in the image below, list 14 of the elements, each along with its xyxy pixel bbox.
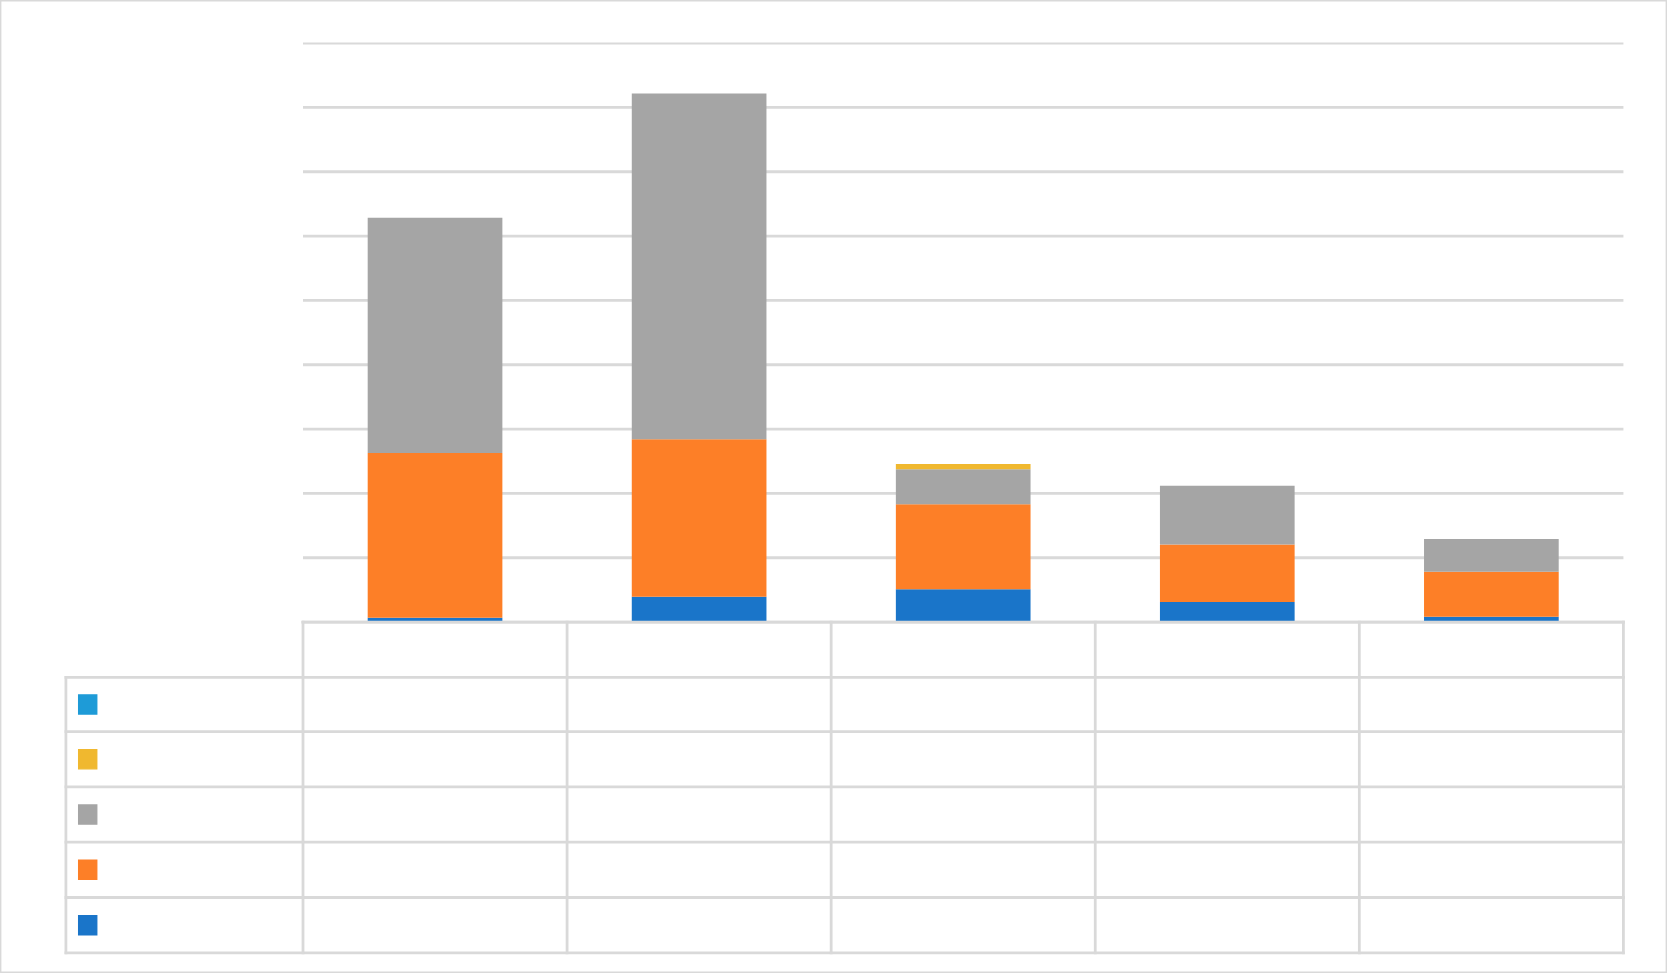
bar [1424,571,1559,617]
bar [1424,539,1559,572]
bar [631,596,767,623]
bar [1159,544,1295,602]
bar [895,464,1031,470]
bar [895,504,1031,590]
bar [631,93,767,440]
bar [895,469,1031,505]
bar [367,452,503,618]
bar [895,589,1031,623]
bar [1159,602,1295,623]
bar [631,439,767,597]
bar [1159,485,1295,545]
bar [367,217,503,453]
